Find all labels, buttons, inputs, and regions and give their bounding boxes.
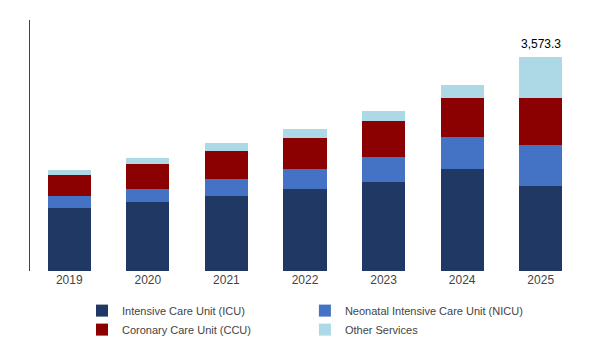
svg-text:3,573.3: 3,573.3 — [521, 37, 561, 51]
svg-text:2024: 2024 — [449, 273, 476, 287]
svg-text:2020: 2020 — [135, 273, 162, 287]
svg-text:Neonatal Intensive Care Unit (: Neonatal Intensive Care Unit (NICU) — [345, 305, 523, 317]
svg-text:Intensive Care Unit (ICU): Intensive Care Unit (ICU) — [122, 305, 245, 317]
svg-text:2022: 2022 — [292, 273, 319, 287]
svg-text:2021: 2021 — [213, 273, 240, 287]
svg-text:2019: 2019 — [56, 273, 83, 287]
svg-text:Other Services: Other Services — [345, 324, 418, 336]
svg-text:2023: 2023 — [370, 273, 397, 287]
svg-text:Coronary Care Unit (CCU): Coronary Care Unit (CCU) — [122, 324, 251, 336]
svg-text:2025: 2025 — [527, 273, 554, 287]
